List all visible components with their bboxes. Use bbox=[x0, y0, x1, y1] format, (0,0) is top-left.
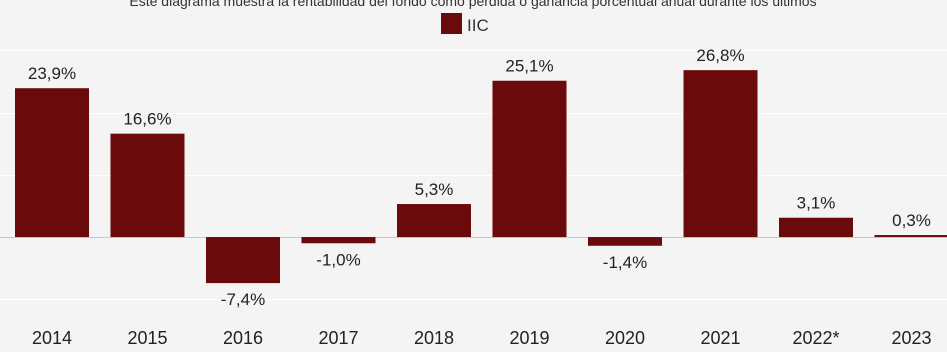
bars bbox=[15, 70, 947, 284]
x-tick-2021: 2021 bbox=[700, 328, 740, 348]
bar-2021[interactable] bbox=[683, 70, 758, 238]
bar-2020[interactable] bbox=[588, 237, 662, 246]
data-label-2022: 3,1% bbox=[797, 194, 836, 213]
data-label-2023: 0,3% bbox=[892, 211, 931, 230]
data-label-2014: 23,9% bbox=[28, 64, 76, 83]
legend-label: IIC bbox=[467, 16, 489, 35]
x-tick-2019: 2019 bbox=[509, 328, 549, 348]
bar-2023[interactable] bbox=[874, 235, 947, 238]
x-axis-ticks: 2014 2015 2016 2017 2018 2019 2020 2021 2022* 202… bbox=[32, 328, 932, 348]
data-label-2015: 16,6% bbox=[123, 110, 171, 129]
x-tick-2015: 2015 bbox=[127, 328, 167, 348]
data-label-2017: -1,0% bbox=[316, 250, 360, 269]
bar-2018[interactable] bbox=[397, 204, 471, 238]
legend-swatch bbox=[441, 13, 462, 34]
x-tick-2014: 2014 bbox=[32, 328, 72, 348]
bar-2017[interactable] bbox=[301, 237, 376, 244]
bar-2019[interactable] bbox=[492, 80, 567, 238]
x-tick-2020: 2020 bbox=[605, 328, 645, 348]
data-label-2021: 26,8% bbox=[696, 46, 744, 65]
x-tick-2023: 2023 bbox=[891, 328, 931, 348]
bar-2016[interactable] bbox=[206, 237, 280, 284]
x-tick-2016: 2016 bbox=[223, 328, 263, 348]
data-label-2020: -1,4% bbox=[603, 253, 647, 272]
data-label-2018: 5,3% bbox=[415, 180, 454, 199]
x-tick-2022: 2022* bbox=[792, 328, 839, 348]
bar-2022[interactable] bbox=[779, 217, 853, 238]
chart-subtitle: Este diagrama muestra la rentabilidad de… bbox=[129, 0, 816, 9]
bar-2014[interactable] bbox=[15, 88, 89, 238]
data-label-2019: 25,1% bbox=[505, 57, 553, 76]
legend[interactable]: IIC bbox=[441, 13, 489, 35]
data-labels: 23,9% 16,6% -7,4% -1,0% 5,3% 25,1% -1,4% 26,8% 3… bbox=[28, 46, 931, 309]
data-label-2016: -7,4% bbox=[221, 290, 265, 309]
x-tick-2017: 2017 bbox=[318, 328, 358, 348]
x-tick-2018: 2018 bbox=[414, 328, 454, 348]
bar-2015[interactable] bbox=[110, 133, 185, 238]
